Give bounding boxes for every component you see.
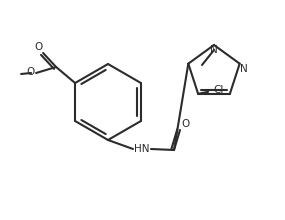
Text: HN: HN: [134, 144, 150, 154]
Text: Cl: Cl: [213, 85, 223, 95]
Text: N: N: [240, 64, 248, 74]
Text: O: O: [26, 67, 34, 77]
Text: N: N: [210, 45, 218, 55]
Text: O: O: [34, 42, 42, 52]
Text: O: O: [181, 119, 189, 129]
